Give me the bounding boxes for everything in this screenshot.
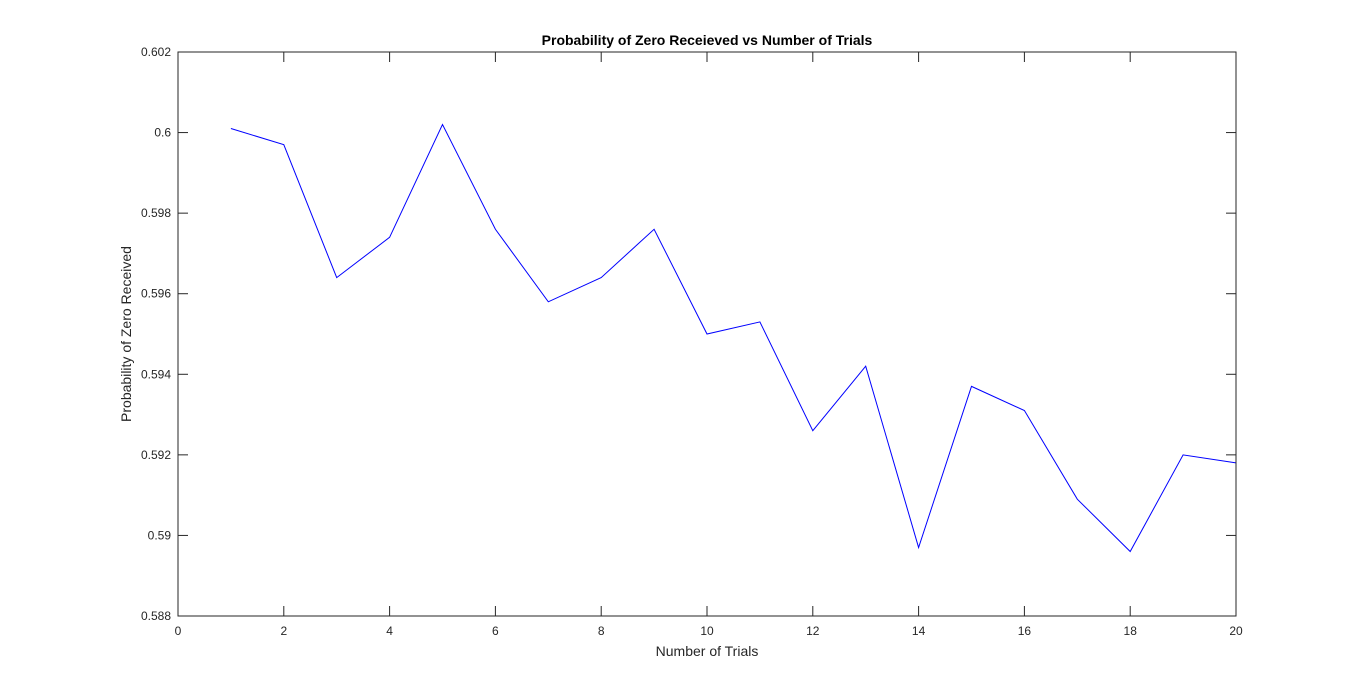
x-tick-label: 8: [598, 624, 605, 638]
y-axis-label: Probability of Zero Received: [118, 246, 134, 422]
x-axis-label: Number of Trials: [656, 643, 759, 659]
x-tick-label: 4: [386, 624, 393, 638]
y-tick-label: 0.594: [141, 367, 171, 381]
plot-area-frame: [177, 51, 1237, 617]
y-tick-label: 0.598: [141, 206, 171, 220]
x-tick-label: 20: [1229, 624, 1243, 638]
ticks-layer: 0 2 4 6 8 10 12 14 16 18 20 0.588 0.59 0.592 0.594 0.59…: [141, 45, 1243, 638]
y-tick-label: 0.596: [141, 287, 171, 301]
x-tick-label: 14: [912, 624, 926, 638]
x-tick-label: 12: [806, 624, 820, 638]
y-tick-label: 0.59: [148, 528, 172, 542]
x-tick-label: 16: [1018, 624, 1032, 638]
y-tick-label: 0.592: [141, 448, 171, 462]
series-layer: [230, 123, 1237, 553]
x-tick-label: 0: [175, 624, 182, 638]
x-tick-label: 10: [700, 624, 714, 638]
y-tick-label: 0.588: [141, 609, 171, 623]
y-tick-label: 0.6: [154, 126, 171, 140]
x-tick-label: 2: [280, 624, 287, 638]
x-tick-label: 6: [492, 624, 499, 638]
y-tick-label: 0.602: [141, 45, 171, 59]
x-tick-label: 18: [1124, 624, 1138, 638]
series-line-1: [230, 123, 1237, 553]
chart-title: Probability of Zero Receieved vs Number …: [542, 32, 873, 48]
